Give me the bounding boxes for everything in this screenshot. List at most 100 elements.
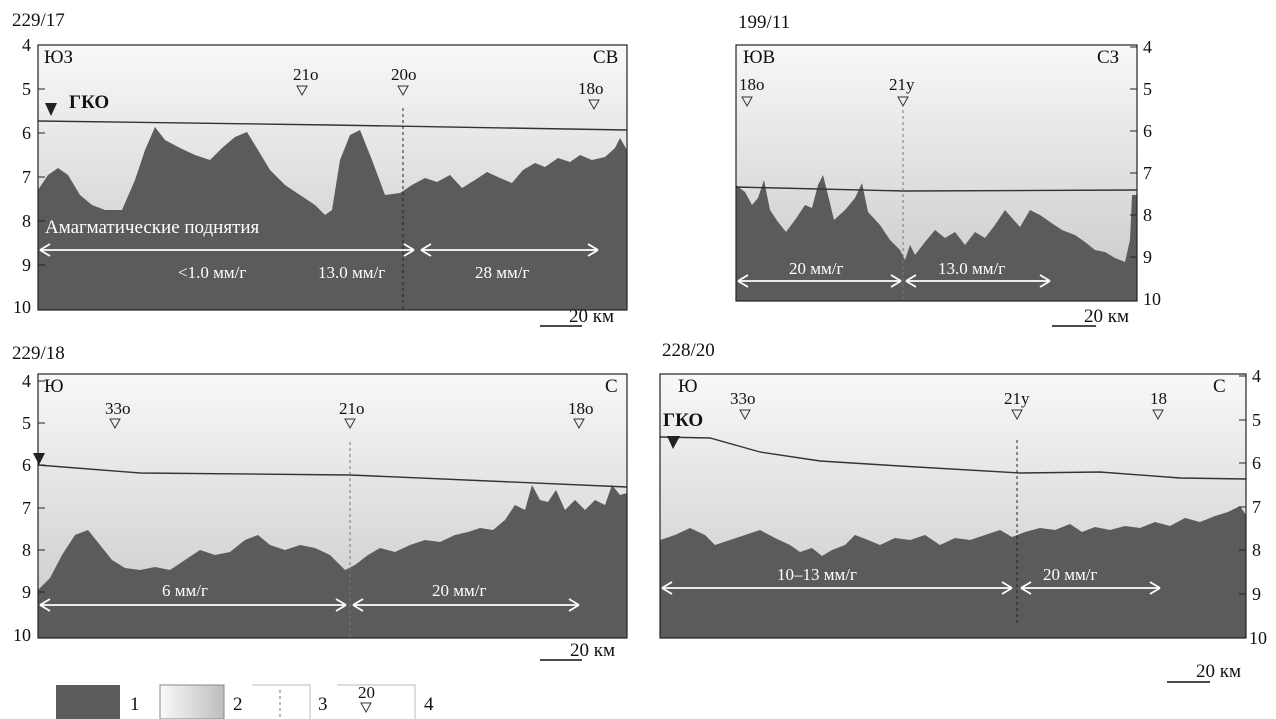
ridge-axis-label: ГКО (663, 410, 703, 431)
direction-right: С (1213, 376, 1226, 397)
depth-tick: 4 (22, 35, 31, 55)
anomaly-label: 18 (1150, 389, 1167, 408)
depth-tick: 9 (22, 255, 31, 275)
scale-label: 20 км (569, 306, 614, 327)
depth-tick: 5 (22, 79, 31, 99)
spreading-rate: 6 мм/г (162, 581, 208, 600)
spreading-rate: 13.0 мм/г (318, 263, 385, 282)
anomaly-triangle-icon (739, 409, 751, 421)
depth-tick: 4 (22, 371, 31, 391)
panel-228-20: 228/20 4 5 6 7 8 9 10 Ю С ГКО 33о 21у 18 (659, 340, 1267, 683)
scale-label: 20 км (1196, 661, 1241, 682)
depth-tick: 10 (13, 625, 31, 645)
depth-tick: 8 (22, 540, 31, 560)
anomaly-triangle-icon (296, 85, 308, 97)
anomaly-triangle-icon (1152, 409, 1164, 421)
anomaly-label: 21у (1004, 389, 1030, 408)
legend-item-label: 3 (318, 694, 328, 715)
anomaly-triangle-icon (588, 99, 600, 111)
depth-axis-right: 4 5 6 7 8 9 10 (1239, 366, 1267, 648)
anomaly-label: 21о (339, 399, 365, 418)
ridge-axis-label: ГКО (69, 92, 109, 113)
depth-tick: 8 (1143, 205, 1152, 225)
depth-tick: 7 (22, 498, 31, 518)
depth-tick: 6 (22, 455, 31, 475)
direction-left: ЮВ (743, 47, 775, 68)
spreading-rate: 20 мм/г (432, 581, 486, 600)
ridge-axis-marker (45, 103, 57, 116)
panel-199-11: 199/11 4 5 6 7 8 9 10 ЮВ СЗ 18о 21у (735, 12, 1161, 327)
spreading-rate: 28 мм/г (475, 263, 529, 282)
legend-item-label: 2 (233, 694, 243, 715)
scale-label: 20 км (570, 640, 615, 661)
spreading-arrows (661, 581, 1161, 595)
spreading-arrows (737, 274, 1051, 288)
depth-tick: 7 (1143, 163, 1152, 183)
depth-axis-right: 4 5 6 7 8 9 10 (1130, 37, 1161, 309)
spreading-rate: 20 мм/г (789, 259, 843, 278)
depth-tick: 10 (1143, 289, 1161, 309)
region-label: Амагматические поднятия (45, 217, 260, 238)
anomaly-triangle-icon (360, 702, 372, 714)
legend-swatch-basement (56, 685, 120, 719)
anomaly-label: 21о (293, 65, 319, 84)
direction-left: Ю (678, 376, 698, 397)
depth-tick: 6 (1143, 121, 1152, 141)
anomaly-label: 21у (889, 75, 915, 94)
anomaly-label: 33о (730, 389, 756, 408)
basement-area (38, 485, 627, 638)
depth-tick: 8 (1252, 540, 1261, 560)
basement-area (736, 175, 1137, 301)
legend: 1 2 3 20 4 (56, 683, 434, 719)
depth-tick: 10 (1249, 628, 1267, 648)
anomaly-triangle-icon (573, 418, 585, 430)
seafloor-line (659, 436, 1247, 480)
depth-tick: 4 (1252, 366, 1261, 386)
depth-tick: 6 (22, 123, 31, 143)
anomaly-label: 18о (568, 399, 594, 418)
spreading-rate: 13.0 мм/г (938, 259, 1005, 278)
anomaly-label: 18о (739, 75, 765, 94)
depth-tick: 6 (1252, 453, 1261, 473)
basement-area (38, 127, 627, 310)
anomaly-label: 20о (391, 65, 417, 84)
ridge-axis-marker (667, 436, 680, 449)
spreading-rate: 10–13 мм/г (777, 565, 857, 584)
depth-axis-left: 4 5 6 7 8 9 10 (13, 371, 45, 645)
scale-label: 20 км (1084, 306, 1129, 327)
anomaly-triangle-icon (344, 418, 356, 430)
depth-tick: 5 (1252, 410, 1261, 430)
depth-tick: 10 (13, 297, 31, 317)
spreading-arrows (39, 243, 599, 257)
legend-swatch-sediment (159, 684, 225, 719)
spreading-arrows (39, 598, 580, 612)
depth-tick: 5 (1143, 79, 1152, 99)
depth-tick: 7 (1252, 497, 1261, 517)
legend-item-label: 4 (424, 694, 434, 715)
anomaly-triangle-icon (741, 96, 753, 108)
direction-right: СЗ (1097, 47, 1119, 68)
depth-tick: 5 (22, 413, 31, 433)
direction-right: С (605, 376, 618, 397)
seafloor-line (37, 464, 628, 488)
profile-label: 229/17 (12, 10, 65, 31)
seafloor-line (37, 120, 628, 131)
depth-tick: 8 (22, 211, 31, 231)
spreading-rate: <1.0 мм/г (178, 263, 246, 282)
ridge-axis-marker (33, 453, 45, 465)
legend-item-label: 1 (130, 694, 140, 715)
panel-229-18: 229/18 4 5 6 7 8 9 10 Ю С 33о 21о 18о (12, 343, 628, 661)
depth-tick: 9 (22, 582, 31, 602)
depth-axis-left: 4 5 6 7 8 9 10 (13, 35, 45, 317)
direction-left: ЮЗ (44, 47, 73, 68)
depth-tick: 7 (22, 167, 31, 187)
panel-229-17: 229/17 4 5 6 7 8 9 10 ЮЗ СВ ГКО 21о 20о … (12, 10, 628, 327)
basement-area (660, 506, 1246, 638)
depth-tick: 9 (1252, 584, 1261, 604)
profile-label: 199/11 (738, 12, 790, 33)
seafloor-line (735, 186, 1138, 192)
depth-tick: 9 (1143, 247, 1152, 267)
legend-anomaly-example: 20 (358, 683, 375, 702)
anomaly-triangle-icon (109, 418, 121, 430)
